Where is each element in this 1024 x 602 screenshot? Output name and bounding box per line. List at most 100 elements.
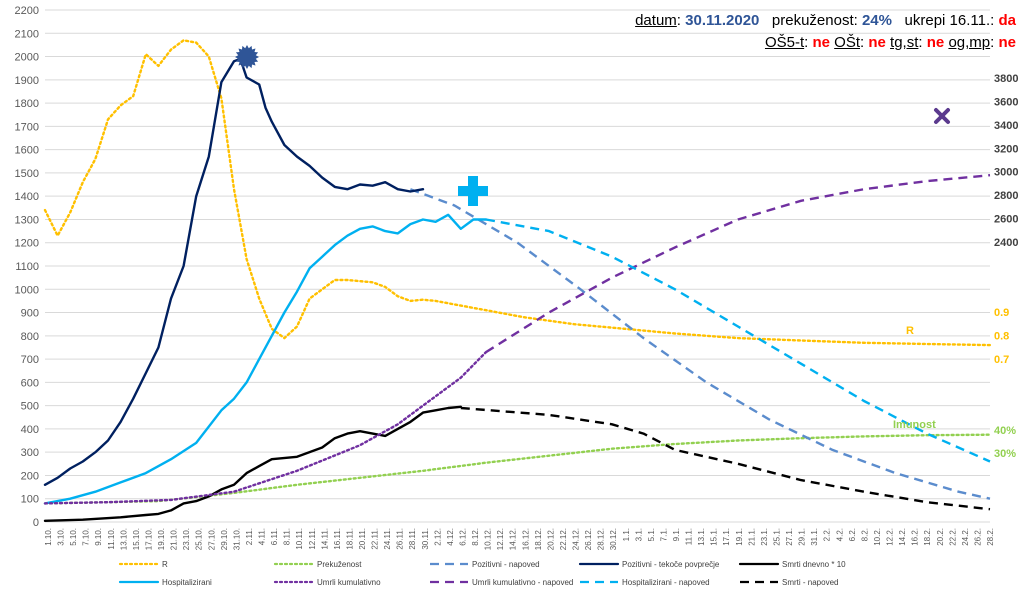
x-tick-label: 16.2. xyxy=(911,528,920,546)
datum-label: datum xyxy=(635,12,677,29)
x-tick-label: 24.11. xyxy=(383,528,392,550)
x-tick-label: 11.10. xyxy=(107,528,116,550)
umrli-axis-tick-label: 2800 xyxy=(994,190,1018,202)
x-tick-label: 18.12. xyxy=(534,528,543,550)
gridlines xyxy=(45,9,990,523)
x-tick-label: 17.10. xyxy=(144,528,153,550)
left-tick-label: 1700 xyxy=(15,121,39,133)
header-line-1: datum: 30.11.2020 prekuženost: 24% ukrep… xyxy=(635,12,1016,29)
x-tick-label: 22.12. xyxy=(559,528,568,550)
x-tick-label: 2.2. xyxy=(823,528,832,541)
x-tick-label: 28.2. xyxy=(986,528,995,546)
legend-label: Hospitalizirani - napoved xyxy=(622,578,710,587)
x-tick-label: 13.1. xyxy=(697,528,706,546)
x-tick-label: 18.2. xyxy=(923,528,932,546)
x-tick-label: 2.12. xyxy=(433,528,442,546)
x-tick-label: 26.2. xyxy=(973,528,982,546)
left-tick-label: 1300 xyxy=(15,214,39,226)
x-tick-label: 9.10. xyxy=(94,528,103,546)
left-tick-label: 600 xyxy=(21,377,39,389)
ost-label: OŠt xyxy=(834,34,861,51)
left-tick-label: 2000 xyxy=(15,52,39,64)
x-tick-label: 20.12. xyxy=(546,528,555,550)
left-tick-label: 1400 xyxy=(15,191,39,203)
series-line-r xyxy=(43,39,992,347)
x-tick-label: 16.12. xyxy=(521,528,530,550)
x-tick-label: 28.12. xyxy=(597,528,606,550)
x-tick-label: 20.11. xyxy=(358,528,367,550)
left-tick-label: 1800 xyxy=(15,98,39,110)
series-line-smrti xyxy=(43,405,462,522)
umrli-axis-tick-label: 2400 xyxy=(994,237,1018,249)
x-tick-label: 27.10. xyxy=(207,528,216,550)
x-tick-label: 10.11. xyxy=(295,528,304,550)
x-tick-label: 15.1. xyxy=(710,528,719,546)
legend-label: R xyxy=(162,560,168,569)
series-line-smrti_napoved xyxy=(460,406,991,511)
x-tick-label: 23.1. xyxy=(760,528,769,546)
x-tick-label: 10.12. xyxy=(484,528,493,550)
left-axis-ticks: 0 100 200 300 400 500 600 700 800 900 1000 1100 1200… xyxy=(15,5,39,529)
left-tick-label: 400 xyxy=(21,424,39,436)
r-axis-tick-label: 0.9 xyxy=(994,307,1009,319)
legend-label: Hospitalizirani xyxy=(162,578,212,587)
left-tick-label: 1100 xyxy=(15,261,39,273)
left-tick-label: 900 xyxy=(21,308,39,320)
x-tick-label: 24.12. xyxy=(572,528,581,550)
os5-label: OŠ5-t xyxy=(764,34,805,51)
x-tick-label: 14.2. xyxy=(898,528,907,546)
x-tick-label: 1.1. xyxy=(622,528,631,541)
legend-label: Pozitivni - tekoče povprečje xyxy=(622,560,720,569)
x-tick-label: 15.10. xyxy=(132,528,141,550)
left-tick-label: 1200 xyxy=(15,238,39,250)
prekuzenost-value: 24% xyxy=(861,12,892,29)
x-tick-label: 8.11. xyxy=(283,528,292,545)
legend-label: Smrti - napoved xyxy=(782,578,838,587)
left-tick-label: 1000 xyxy=(15,284,39,296)
right-axis-ticks: 2400 2600 2800 3000 3200 3400 3600 3800 0.7 0.8 0.… xyxy=(994,73,1018,460)
x-tick-label: 18.11. xyxy=(345,528,354,550)
series-line-hospitalizirani xyxy=(43,213,488,505)
left-tick-label: 1600 xyxy=(15,145,39,157)
x-tick-label: 10.2. xyxy=(873,528,882,546)
x-tick-label: 14.12. xyxy=(509,528,518,550)
x-tick-label: 4.11. xyxy=(258,528,267,545)
datum-value: 30.11.2020 xyxy=(685,12,760,29)
x-tick-label: 22.11. xyxy=(371,528,380,550)
x-tick-label: 8.12. xyxy=(471,528,480,546)
x-tick-label: 12.2. xyxy=(886,528,895,546)
left-tick-label: 2200 xyxy=(15,5,39,17)
r-annotation: R xyxy=(906,325,914,337)
series-line-pozitivni_napoved xyxy=(409,188,991,500)
x-tick-label: 5.1. xyxy=(647,528,656,541)
series-line-pozitivni xyxy=(43,57,425,486)
r-axis-tick-label: 0.8 xyxy=(994,331,1009,343)
x-tick-label: 19.10. xyxy=(157,528,166,550)
x-tick-label: 4.2. xyxy=(835,528,844,541)
series-line-umrli_kumulativno xyxy=(43,350,488,505)
left-tick-label: 1500 xyxy=(15,168,39,180)
os5-value: ne xyxy=(812,34,830,51)
r-axis-tick-label: 0.7 xyxy=(994,354,1009,366)
left-tick-label: 1900 xyxy=(15,75,39,87)
x-tick-label: 17.1. xyxy=(722,528,731,546)
x-tick-label: 12.11. xyxy=(308,528,317,550)
imunost-annotation: Imunost xyxy=(893,419,936,431)
left-tick-label: 100 xyxy=(21,494,39,506)
x-tick-label: 11.1. xyxy=(685,528,694,545)
x-tick-label: 26.12. xyxy=(584,528,593,550)
umrli-axis-tick-label: 3000 xyxy=(994,167,1018,179)
imunost-axis-tick-label: 40% xyxy=(994,425,1016,437)
x-tick-label: 21.10. xyxy=(170,528,179,550)
x-tick-label: 14.11. xyxy=(320,528,329,550)
umrli-axis-tick-label: 3800 xyxy=(994,73,1018,85)
x-tick-label: 28.11. xyxy=(408,528,417,550)
ogmp-value: ne xyxy=(998,34,1016,51)
x-tick-label: 1.10. xyxy=(44,528,53,546)
x-tick-label: 20.2. xyxy=(936,528,945,546)
x-mark-icon-stroke-b xyxy=(934,108,950,124)
left-tick-label: 700 xyxy=(21,354,39,366)
left-tick-label: 0 xyxy=(33,517,39,529)
imunost-axis-tick-label: 30% xyxy=(994,448,1016,460)
